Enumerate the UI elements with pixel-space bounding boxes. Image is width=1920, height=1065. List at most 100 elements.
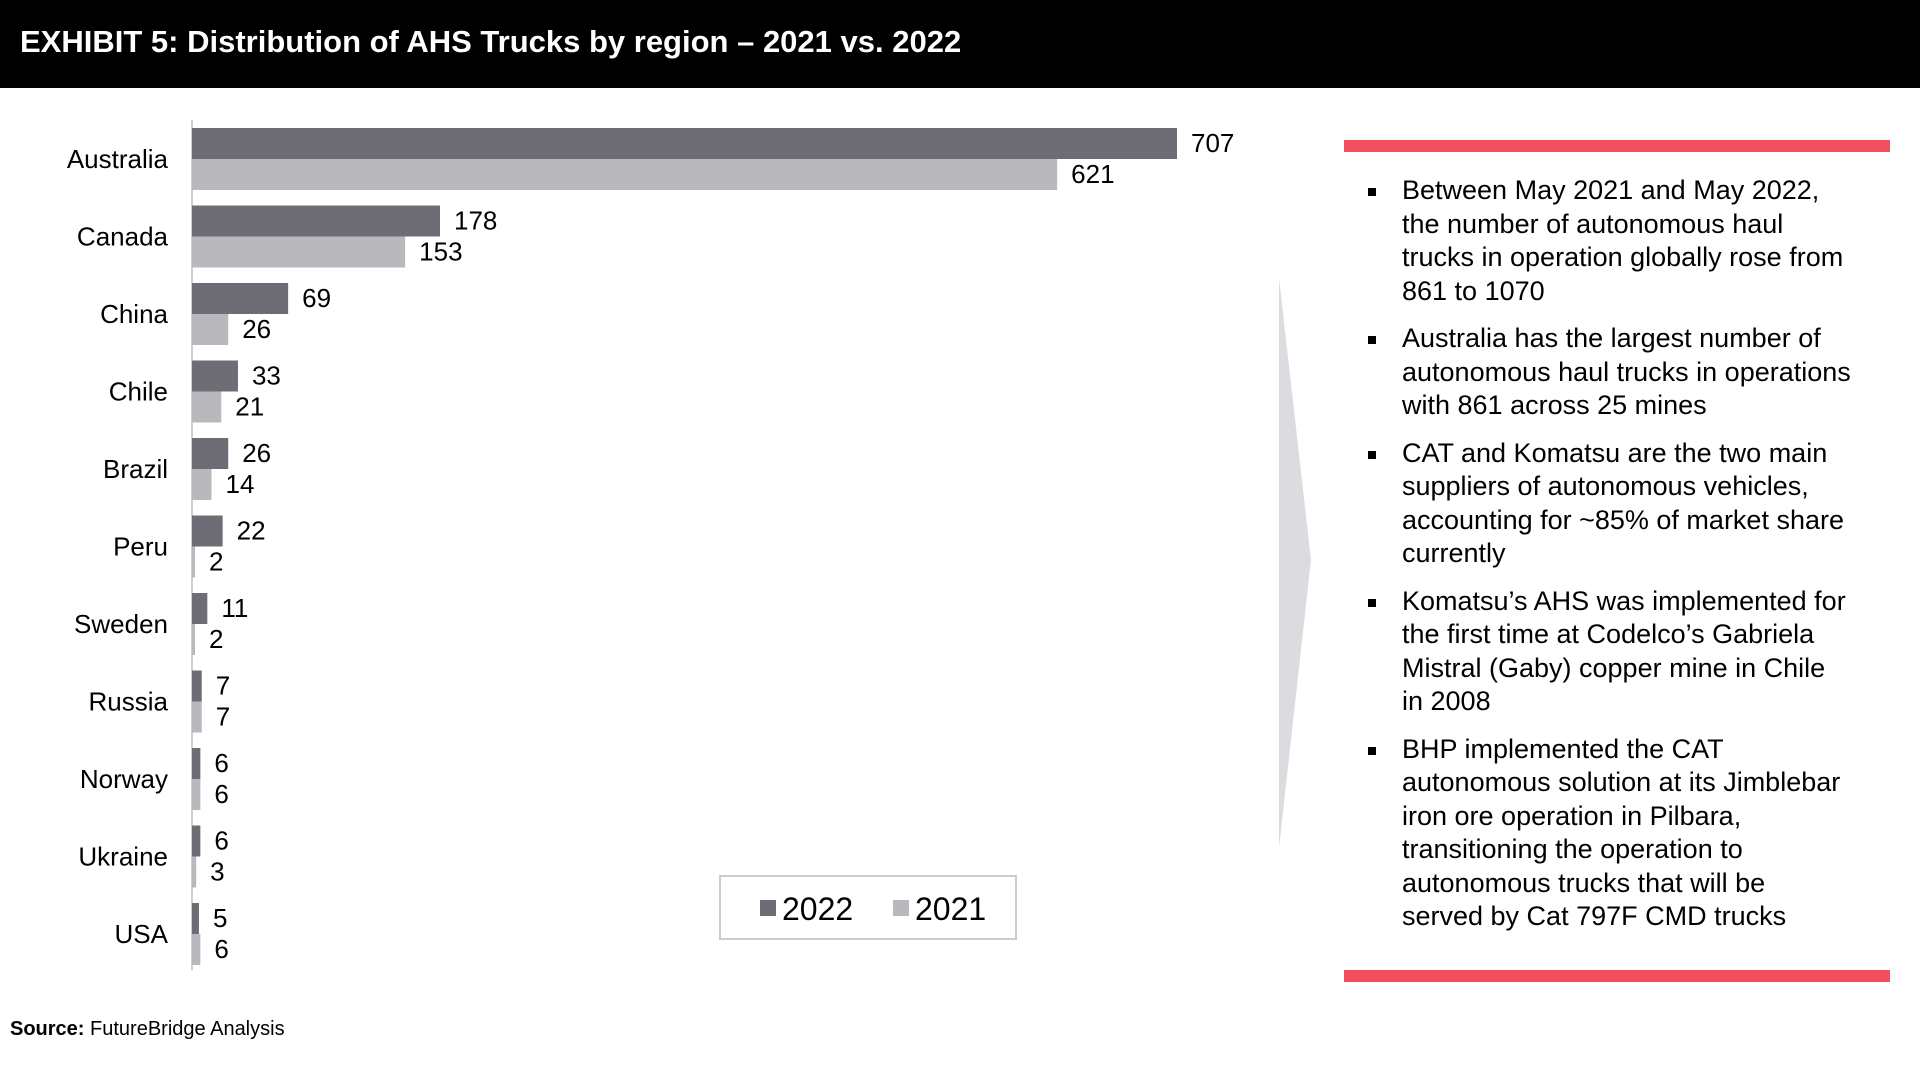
data-label-2021: 153 xyxy=(419,237,462,267)
bar-2022 xyxy=(192,128,1177,159)
insights-list: Between May 2021 and May 2022, the number… xyxy=(1366,174,1886,948)
category-label: Australia xyxy=(67,144,169,174)
insight-line: 861 to 1070 xyxy=(1402,275,1545,306)
insight-line: currently xyxy=(1402,538,1506,568)
insight-line: autonomous trucks that will be xyxy=(1402,867,1766,898)
data-label-2022: 707 xyxy=(1191,128,1234,158)
bullet-square-icon xyxy=(1368,746,1376,755)
category-label: Chile xyxy=(109,377,168,407)
insight-line: Australia has the largest number of xyxy=(1402,323,1821,353)
data-label-2021: 14 xyxy=(226,469,255,499)
insight-line: served by Cat 797F CMD trucks xyxy=(1402,901,1787,931)
data-label-2022: 22 xyxy=(237,516,266,546)
category-label: USA xyxy=(115,919,169,949)
bar-2021 xyxy=(192,236,406,268)
insight-line: CAT and Komatsu are the two main xyxy=(1402,437,1828,468)
category-label: Russia xyxy=(89,687,169,717)
category-label: Canada xyxy=(77,222,169,252)
insight-line: iron ore operation in Pilbara, xyxy=(1402,800,1742,831)
insight-line: suppliers of autonomous vehicles, xyxy=(1402,471,1809,501)
bar-2022 xyxy=(192,593,208,624)
insight-line: with 861 across 25 mines xyxy=(1402,390,1707,420)
data-label-2021: 26 xyxy=(242,314,271,344)
bar-2022 xyxy=(192,748,201,779)
bar-2021 xyxy=(192,391,222,423)
data-label-2022: 69 xyxy=(302,283,331,313)
data-label-2022: 26 xyxy=(242,438,271,468)
source-text: FutureBridge Analysis xyxy=(90,1018,285,1040)
source-note: Source: FutureBridge Analysis xyxy=(10,1018,285,1041)
source-label: Source: xyxy=(10,1018,85,1040)
bar-chart: Australia707621Canada178153China6926Chil… xyxy=(67,120,1311,970)
bullet-square-icon xyxy=(1368,450,1376,459)
data-label-2021: 7 xyxy=(216,702,230,732)
data-label-2021: 2 xyxy=(209,547,223,577)
insight-line: Komatsu’s AHS was implemented for xyxy=(1402,585,1846,616)
category-label: Brazil xyxy=(103,454,168,484)
data-label-2021: 621 xyxy=(1071,159,1114,189)
bar-2021 xyxy=(192,546,195,578)
insight-line: the number of autonomous haul xyxy=(1402,208,1784,239)
insight-line: autonomous haul trucks in operations xyxy=(1402,356,1851,387)
header-bar: EXHIBIT 5: Distribution of AHS Trucks by… xyxy=(0,0,1920,88)
bullet-square-icon xyxy=(1368,188,1376,196)
insight-line: Mistral (Gaby) copper mine in Chile xyxy=(1402,652,1826,683)
insight-bullet: Australia has the largest number of auton… xyxy=(1366,322,1886,423)
bar-2021 xyxy=(192,701,202,733)
insight-line: Between May 2021 and May 2022, xyxy=(1402,175,1820,205)
data-label-2021: 6 xyxy=(214,779,228,809)
data-label-2022: 5 xyxy=(213,903,227,933)
insight-line: BHP implemented the CAT xyxy=(1402,733,1724,764)
legend-swatch-2022 xyxy=(760,900,776,916)
panel-top-accent-bar xyxy=(1344,140,1890,152)
category-label: Sweden xyxy=(74,609,168,639)
bar-2022 xyxy=(192,825,201,857)
legend-swatch-2021 xyxy=(893,900,909,916)
insight-bullet: CAT and Komatsu are the two main supplier… xyxy=(1366,437,1886,571)
insight-line: in 2008 xyxy=(1402,686,1491,716)
data-label-2021: 2 xyxy=(209,624,223,654)
panel-bottom-accent-bar xyxy=(1344,970,1890,982)
bar-2021 xyxy=(192,624,195,655)
insight-line: the first time at Codelco’s Gabriela xyxy=(1402,619,1815,649)
chart-legend: 2022 2021 xyxy=(719,875,1017,940)
data-label-2022: 33 xyxy=(252,361,281,391)
insight-bullet: BHP implemented the CAT autonomous soluti… xyxy=(1366,733,1886,934)
data-label-2021: 3 xyxy=(210,857,224,887)
exhibit-title: EXHIBIT 5: Distribution of AHS Trucks by… xyxy=(20,24,962,59)
bar-2022 xyxy=(192,205,440,237)
data-label-2022: 178 xyxy=(454,206,497,236)
data-label-2021: 6 xyxy=(214,934,228,964)
bar-2022 xyxy=(192,903,199,934)
bar-2022 xyxy=(192,438,229,469)
data-label-2021: 21 xyxy=(235,392,264,422)
insights-panel: Between May 2021 and May 2022, the number… xyxy=(1344,140,1890,982)
bar-2021 xyxy=(192,856,197,888)
category-label: China xyxy=(100,299,168,329)
legend-label: 2022 xyxy=(782,891,853,927)
bar-2021 xyxy=(192,779,201,810)
legend-box xyxy=(719,875,1017,940)
bar-2022 xyxy=(192,670,202,702)
data-label-2022: 11 xyxy=(221,593,248,623)
insight-line: accounting for ~85% of market share xyxy=(1402,504,1844,535)
bar-2021 xyxy=(192,314,229,345)
insight-bullet: Between May 2021 and May 2022, the number… xyxy=(1366,174,1886,308)
category-label: Peru xyxy=(113,532,168,562)
bar-2021 xyxy=(192,159,1058,190)
insight-line: autonomous solution at its Jimblebar xyxy=(1402,767,1841,797)
bullet-square-icon xyxy=(1368,336,1376,344)
bar-2021 xyxy=(192,469,212,500)
data-label-2022: 7 xyxy=(216,671,230,701)
bar-2022 xyxy=(192,360,238,392)
category-label: Ukraine xyxy=(78,842,168,872)
bullet-square-icon xyxy=(1368,598,1376,607)
data-label-2022: 6 xyxy=(214,826,228,856)
legend-label: 2021 xyxy=(915,891,986,927)
insight-line: transitioning the operation to xyxy=(1402,834,1743,864)
insight-bullet: Komatsu’s AHS was implemented for the fir… xyxy=(1366,585,1886,719)
insight-line: trucks in operation globally rose from xyxy=(1402,242,1844,272)
bar-2022 xyxy=(192,515,223,547)
panel-arrow-shape xyxy=(1279,278,1311,848)
data-label-2022: 6 xyxy=(214,748,228,778)
